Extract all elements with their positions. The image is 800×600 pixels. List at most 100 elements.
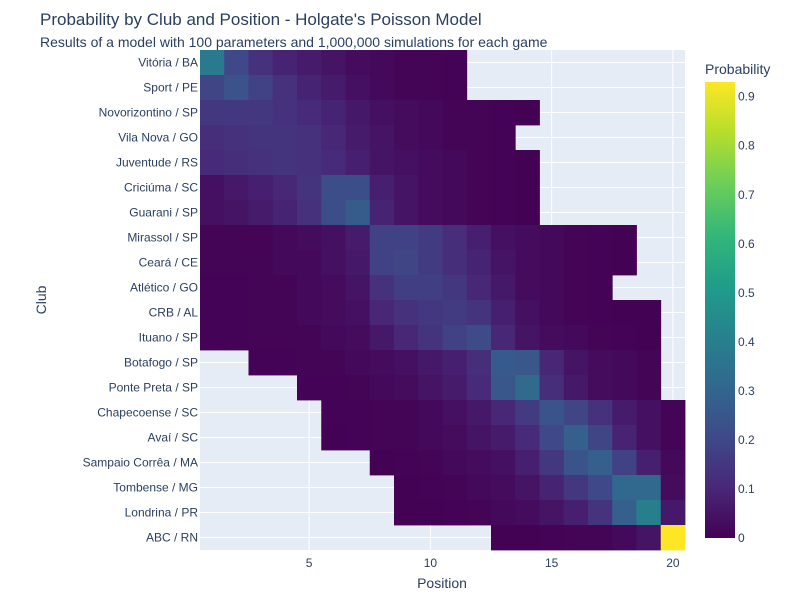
- heatmap-cell[interactable]: Atlético / GO — 17: 0.005: [588, 275, 613, 301]
- heatmap-cell[interactable]: Avaí / SC — 10: 0.02: [418, 425, 443, 451]
- heatmap-cell[interactable]: Sport / PE — 1: 0.19: [200, 75, 225, 101]
- heatmap-cell[interactable]: Londrina / PR — 13: 0.02: [491, 500, 516, 526]
- heatmap-cell[interactable]: Londrina / PR — 18: 0.28: [612, 500, 637, 526]
- heatmap-cell[interactable]: Ceará / CE — 16: 0.01: [563, 250, 589, 276]
- heatmap-cell[interactable]: Juventude / RS — 9: 0.04: [394, 150, 419, 176]
- heatmap-cell[interactable]: Ceará / CE — 7: 0.06: [345, 250, 371, 276]
- heatmap-cell[interactable]: Criciúma / SC — 8: 0.08: [369, 175, 395, 201]
- heatmap-cell[interactable]: Vitória / BA — 4: 0.09: [272, 50, 298, 76]
- heatmap-cell[interactable]: Novorizontino / SP — 5: 0.11: [297, 100, 322, 126]
- heatmap-cell[interactable]: Tombense / MG — 13: 0.03: [491, 475, 516, 501]
- heatmap-cell[interactable]: Botafogo / SP — 13: 0.26: [491, 350, 516, 376]
- heatmap-cell[interactable]: Ponte Preta / SP — 13: 0.25: [491, 375, 516, 401]
- heatmap-cell[interactable]: Criciúma / SC — 4: 0.1: [272, 175, 298, 201]
- heatmap-cell[interactable]: Ponte Preta / SP — 18: 0.02: [612, 375, 637, 401]
- heatmap-cell[interactable]: Ituano / SP — 13: 0.1: [491, 325, 516, 351]
- heatmap-cell[interactable]: Atlético / GO — 1: 0.005: [200, 275, 225, 301]
- heatmap-cell[interactable]: Vila Nova / GO — 12: 0.01: [466, 125, 492, 151]
- heatmap-cell[interactable]: Tombense / MG — 11: 0.01: [442, 475, 468, 501]
- heatmap-cell[interactable]: Londrina / PR — 19: 0.4: [636, 500, 662, 526]
- heatmap-cell[interactable]: Mirassol / SP — 15: 0.02: [539, 225, 565, 251]
- heatmap-cell[interactable]: Vila Nova / GO — 11: 0.01: [442, 125, 468, 151]
- heatmap-cell[interactable]: Ponte Preta / SP — 8: 0.02: [369, 375, 395, 401]
- heatmap-cell[interactable]: Chapecoense / SC — 11: 0.04: [442, 400, 468, 426]
- heatmap-cell[interactable]: Guarani / SP — 3: 0.07: [248, 200, 274, 226]
- heatmap-cell[interactable]: Criciúma / SC — 9: 0.05: [394, 175, 419, 201]
- heatmap-cell[interactable]: Botafogo / SP — 9: 0.04: [394, 350, 419, 376]
- heatmap-cell[interactable]: Chapecoense / SC — 6: 0.005: [321, 400, 346, 426]
- heatmap-cell[interactable]: Mirassol / SP — 4: 0.02: [272, 225, 298, 251]
- heatmap-cell[interactable]: Sampaio Corrêa / MA — 16: 0.24: [563, 450, 589, 476]
- heatmap-cell[interactable]: Atlético / GO — 11: 0.15: [442, 275, 468, 301]
- heatmap-cell[interactable]: Ponte Preta / SP — 14: 0.32: [515, 375, 540, 401]
- heatmap-cell[interactable]: Guarani / SP — 12: 0.01: [466, 200, 492, 226]
- heatmap-cell[interactable]: Mirassol / SP — 14: 0.03: [515, 225, 540, 251]
- heatmap-cell[interactable]: Botafogo / SP — 16: 0.05: [563, 350, 589, 376]
- heatmap-cell[interactable]: Chapecoense / SC — 13: 0.1: [491, 400, 516, 426]
- heatmap-cell[interactable]: Ceará / CE — 18: 0.002: [612, 250, 637, 276]
- heatmap-cell[interactable]: Ituano / SP — 1: 0.005: [200, 325, 225, 351]
- heatmap-cell[interactable]: Novorizontino / SP — 6: 0.09: [321, 100, 346, 126]
- heatmap-cell[interactable]: CRB / AL — 19: 0.002: [636, 300, 662, 326]
- heatmap-cell[interactable]: Avaí / SC — 11: 0.03: [442, 425, 468, 451]
- heatmap-cell[interactable]: Botafogo / SP — 7: 0.02: [345, 350, 371, 376]
- heatmap-cell[interactable]: Chapecoense / SC — 18: 0.07: [612, 400, 637, 426]
- heatmap-cell[interactable]: Ponte Preta / SP — 11: 0.07: [442, 375, 468, 401]
- heatmap-cell[interactable]: Chapecoense / SC — 15: 0.24: [539, 400, 565, 426]
- heatmap-cell[interactable]: CRB / AL — 18: 0.003: [612, 300, 637, 326]
- heatmap-cell[interactable]: Vitória / BA — 6: 0.05: [321, 50, 346, 76]
- heatmap-cell[interactable]: Novorizontino / SP — 10: 0.02: [418, 100, 443, 126]
- heatmap-cell[interactable]: Tombense / MG — 12: 0.02: [466, 475, 492, 501]
- heatmap-cell[interactable]: Ceará / CE — 8: 0.18: [369, 250, 395, 276]
- heatmap-cell[interactable]: Guarani / SP — 5: 0.13: [297, 200, 322, 226]
- heatmap-cell[interactable]: Avaí / SC — 16: 0.28: [563, 425, 589, 451]
- heatmap-cell[interactable]: Botafogo / SP — 17: 0.03: [588, 350, 613, 376]
- heatmap-cell[interactable]: Atlético / GO — 7: 0.05: [345, 275, 371, 301]
- heatmap-cell[interactable]: Londrina / PR — 20: 0.06: [660, 500, 686, 526]
- heatmap-cell[interactable]: Guarani / SP — 11: 0.02: [442, 200, 468, 226]
- heatmap-cell[interactable]: ABC / RN — 20: 0.93: [660, 525, 686, 551]
- heatmap-cell[interactable]: Vitória / BA — 7: 0.03: [345, 50, 371, 76]
- heatmap-cell[interactable]: Ceará / CE — 4: 0.02: [272, 250, 298, 276]
- heatmap-cell[interactable]: Sampaio Corrêa / MA — 11: 0.02: [442, 450, 468, 476]
- heatmap-cell[interactable]: Chapecoense / SC — 14: 0.16: [515, 400, 540, 426]
- heatmap-cell[interactable]: Juventude / RS — 13: 0.005: [491, 150, 516, 176]
- heatmap-cell[interactable]: ABC / RN — 18: 0.02: [612, 525, 637, 551]
- heatmap-cell[interactable]: Botafogo / SP — 8: 0.03: [369, 350, 395, 376]
- heatmap-cell[interactable]: Tombense / MG — 14: 0.05: [515, 475, 540, 501]
- heatmap-cell[interactable]: Vila Nova / GO — 8: 0.05: [369, 125, 395, 151]
- heatmap-cell[interactable]: Ponte Preta / SP — 12: 0.11: [466, 375, 492, 401]
- heatmap-cell[interactable]: CRB / AL — 15: 0.02: [539, 300, 565, 326]
- heatmap-cell[interactable]: Sampaio Corrêa / MA — 15: 0.15: [539, 450, 565, 476]
- heatmap-cell[interactable]: Ceará / CE — 9: 0.19: [394, 250, 419, 276]
- heatmap-cell[interactable]: Ceará / CE — 1: 0.01: [200, 250, 225, 276]
- heatmap-cell[interactable]: Guarani / SP — 13: 0.005: [491, 200, 516, 226]
- heatmap-cell[interactable]: ABC / RN — 13: 0.002: [491, 525, 516, 551]
- heatmap-cell[interactable]: Vitória / BA — 11: 0.005: [442, 50, 468, 76]
- heatmap-cell[interactable]: Novorizontino / SP — 1: 0.15: [200, 100, 225, 126]
- heatmap-cell[interactable]: Botafogo / SP — 5: 0.01: [297, 350, 322, 376]
- heatmap-cell[interactable]: Sport / PE — 6: 0.07: [321, 75, 346, 101]
- heatmap-cell[interactable]: Chapecoense / SC — 19: 0.04: [636, 400, 662, 426]
- heatmap-cell[interactable]: Ituano / SP — 12: 0.21: [466, 325, 492, 351]
- heatmap-cell[interactable]: Mirassol / SP — 17: 0.005: [588, 225, 613, 251]
- heatmap-cell[interactable]: Tombense / MG — 19: 0.31: [636, 475, 662, 501]
- heatmap-cell[interactable]: Juventude / RS — 11: 0.02: [442, 150, 468, 176]
- heatmap-cell[interactable]: CRB / AL — 1: 0.005: [200, 300, 225, 326]
- heatmap-cell[interactable]: Atlético / GO — 12: 0.1: [466, 275, 492, 301]
- heatmap-cell[interactable]: Mirassol / SP — 11: 0.12: [442, 225, 468, 251]
- heatmap-cell[interactable]: Sport / PE — 7: 0.04: [345, 75, 371, 101]
- heatmap-cell[interactable]: Mirassol / SP — 13: 0.04: [491, 225, 516, 251]
- heatmap-cell[interactable]: Criciúma / SC — 2: 0.06: [224, 175, 249, 201]
- heatmap-cell[interactable]: Mirassol / SP — 1: 0.01: [200, 225, 225, 251]
- heatmap-cell[interactable]: CRB / AL — 8: 0.1: [369, 300, 395, 326]
- heatmap-cell[interactable]: Novorizontino / SP — 2: 0.15: [224, 100, 249, 126]
- heatmap-cell[interactable]: Vitória / BA — 1: 0.38: [200, 50, 225, 76]
- heatmap-cell[interactable]: Novorizontino / SP — 12: 0.01: [466, 100, 492, 126]
- heatmap-cell[interactable]: Mirassol / SP — 8: 0.18: [369, 225, 395, 251]
- heatmap-cell[interactable]: Vitória / BA — 5: 0.07: [297, 50, 322, 76]
- heatmap-cell[interactable]: Juventude / RS — 10: 0.03: [418, 150, 443, 176]
- heatmap-cell[interactable]: Juventude / RS — 4: 0.14: [272, 150, 298, 176]
- heatmap-cell[interactable]: Mirassol / SP — 9: 0.18: [394, 225, 419, 251]
- heatmap-cell[interactable]: Botafogo / SP — 14: 0.25: [515, 350, 540, 376]
